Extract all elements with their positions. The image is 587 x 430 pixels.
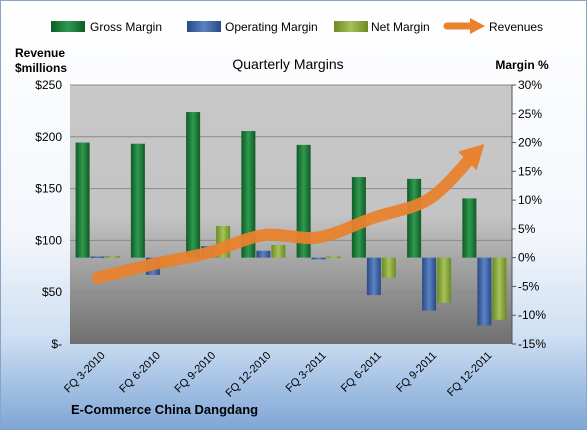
legend-swatch-operating [187,21,221,32]
right-tick-label: -10% [518,308,546,322]
footer-caption: E-Commerce China Dangdang [71,402,258,417]
left-tick-label: $- [51,337,62,351]
category-label: FQ 9-2011 [394,350,439,395]
legend-label-revenues: Revenues [489,20,543,34]
bar-net-margin [105,255,120,258]
category-label: FQ 9-2010 [173,350,219,396]
bar-operating-margin [366,257,381,296]
legend-label-operating: Operating Margin [225,20,318,34]
left-tick-label: $150 [35,182,62,196]
bar-gross-margin [407,178,422,258]
left-tick-label: $50 [42,285,62,299]
category-label: FQ 3-2011 [284,350,329,395]
right-tick-label: 25% [518,107,542,121]
right-tick-label: 5% [518,222,536,236]
revenue-arrow-head [458,144,485,171]
left-axis-label-1: Revenue [15,46,65,60]
category-label: FQ 3-2010 [62,350,108,396]
bar-net-margin [437,257,452,303]
bar-operating-margin [422,257,437,311]
right-tick-label: 20% [518,136,542,150]
bar-operating-margin [90,256,105,259]
right-axis-label: Margin % [495,58,549,72]
left-tick-label: $250 [35,78,62,92]
bar-operating-margin [477,257,492,326]
bar-gross-margin [462,198,477,258]
bar-gross-margin [75,142,90,258]
right-tick-label: -15% [518,337,546,351]
legend-label-net: Net Margin [371,20,430,34]
legend: Gross Margin Operating Margin Net Margin… [51,18,543,34]
bar-gross-margin [186,112,201,258]
right-tick-label: 30% [518,78,542,92]
legend-label-gross: Gross Margin [90,20,162,34]
left-tick-label: $200 [35,130,62,144]
bar-gross-margin [296,144,311,258]
category-label: FQ 12-2010 [224,350,274,400]
legend-arrow-icon [470,18,485,34]
bar-operating-margin [256,250,271,258]
left-tick-label: $100 [35,233,62,247]
bar-gross-margin [130,143,145,258]
left-axis-label-2: $millions [15,61,67,75]
bar-operating-margin [311,257,326,260]
category-label: FQ 12-2011 [445,350,494,399]
chart-title: Quarterly Margins [232,56,343,72]
right-tick-label: 0% [518,251,536,265]
bar-net-margin [492,257,507,320]
legend-swatch-net [334,21,368,32]
revenue-line [91,144,485,284]
right-tick-label: 10% [518,193,542,207]
bar-gross-margin [241,131,256,258]
bar-net-margin [326,256,341,259]
revenue-line-path [91,147,481,284]
category-label: FQ 6-2011 [339,350,384,395]
bar-net-margin [271,245,286,258]
right-tick-label: 15% [518,164,542,178]
category-label: FQ 6-2010 [117,350,163,396]
right-tick-label: -5% [518,279,540,293]
bar-net-margin [381,257,396,278]
legend-swatch-gross [51,21,85,32]
